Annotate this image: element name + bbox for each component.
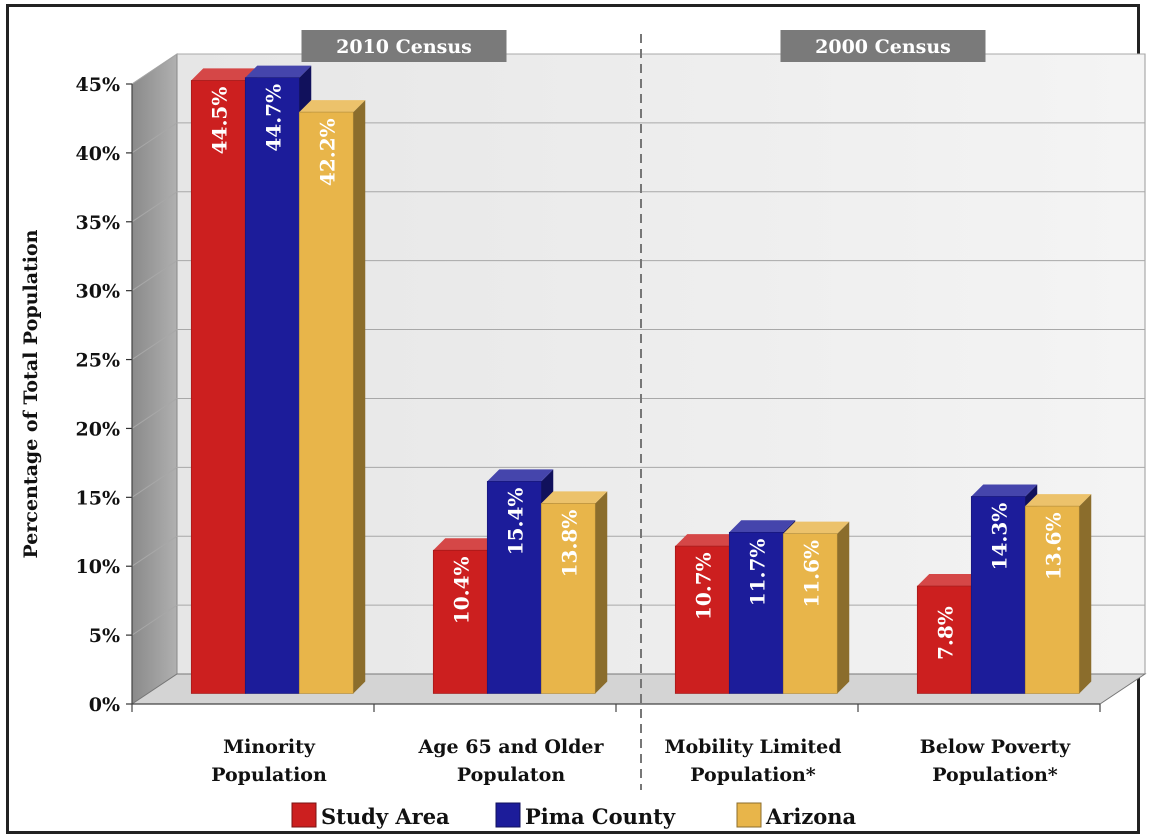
census-sections: 2010 Census 2000 Census bbox=[301, 30, 986, 790]
category-label: Population* bbox=[932, 764, 1058, 786]
y-tick-label: 40% bbox=[76, 143, 121, 165]
legend-swatch bbox=[495, 802, 521, 828]
y-tick-label: 0% bbox=[89, 694, 120, 716]
gridline-side bbox=[131, 535, 178, 567]
bar bbox=[486, 481, 542, 694]
bar bbox=[916, 585, 972, 694]
bar bbox=[970, 496, 1026, 694]
legend: Study Area Pima County Arizona bbox=[291, 802, 857, 829]
legend-swatch bbox=[291, 802, 317, 828]
category-label: Populaton bbox=[457, 764, 566, 786]
legend-swatch bbox=[736, 802, 762, 828]
data-label: 15.4% bbox=[503, 488, 527, 556]
bar bbox=[432, 549, 488, 694]
bar-side bbox=[837, 521, 850, 694]
gridline-side bbox=[131, 604, 178, 636]
category-label: Age 65 and Older bbox=[418, 736, 605, 758]
legend-label: Study Area bbox=[321, 804, 450, 829]
bar-top bbox=[487, 469, 554, 482]
bar bbox=[190, 80, 246, 694]
category-label: Population* bbox=[690, 764, 816, 786]
gridline-side bbox=[131, 122, 178, 154]
bar bbox=[782, 533, 838, 694]
bar-top bbox=[783, 521, 850, 534]
y-tick-label: 10% bbox=[76, 556, 121, 578]
census-label-box bbox=[780, 30, 986, 62]
category-label: Mobility Limited bbox=[664, 736, 841, 758]
data-label: 11.6% bbox=[799, 540, 823, 608]
gridline-side bbox=[131, 191, 178, 223]
side-wall bbox=[131, 53, 178, 705]
bar bbox=[244, 77, 300, 694]
bar-top bbox=[675, 534, 742, 547]
gridline-side bbox=[131, 398, 178, 429]
data-label: 10.4% bbox=[449, 556, 473, 624]
bar-top bbox=[917, 574, 984, 587]
bar bbox=[1024, 505, 1080, 694]
y-axis: 0% 5% 10% 15% 20% 25% 30% 35% 40% 45% Percentage o… bbox=[20, 74, 133, 716]
bar-top bbox=[971, 484, 1038, 497]
y-tick-label: 30% bbox=[76, 281, 121, 303]
data-label: 44.5% bbox=[207, 87, 231, 155]
bar-side bbox=[595, 491, 608, 694]
legend-label: Arizona bbox=[765, 804, 857, 829]
y-tick-label: 15% bbox=[76, 487, 121, 509]
bar bbox=[674, 545, 730, 694]
gridline-side bbox=[131, 329, 178, 360]
bar-top bbox=[245, 65, 312, 78]
legend-label: Pima County bbox=[525, 804, 676, 829]
data-label: 42.2% bbox=[315, 118, 339, 186]
bar-top bbox=[433, 538, 500, 551]
y-tick-label: 5% bbox=[89, 625, 120, 647]
bar-side bbox=[353, 100, 366, 694]
bar-top bbox=[729, 520, 796, 533]
data-label: 14.3% bbox=[987, 503, 1011, 571]
census-label-box bbox=[301, 30, 507, 62]
category-label: Minority bbox=[223, 736, 316, 758]
category-label: Below Poverty bbox=[920, 736, 1071, 758]
data-label: 11.7% bbox=[745, 539, 769, 607]
y-tick-label: 25% bbox=[76, 350, 121, 372]
bar-top bbox=[299, 100, 366, 113]
x-axis: Minority Population Age 65 and Older Popula… bbox=[131, 703, 1101, 786]
bar bbox=[728, 531, 784, 694]
gridline-side bbox=[131, 53, 178, 85]
y-tick-label: 45% bbox=[76, 74, 121, 96]
data-label: 13.6% bbox=[1041, 512, 1065, 580]
bar bbox=[298, 111, 354, 694]
category-label: Population bbox=[211, 764, 327, 786]
bar-top bbox=[541, 491, 608, 504]
census-label: 2010 Census bbox=[336, 36, 472, 58]
data-label: 10.7% bbox=[691, 552, 715, 620]
y-tick-label: 35% bbox=[76, 212, 121, 234]
bars: 44.5% 44.7% 42.2% 10.4% 15.4% 13.8% 10.7% 11.7%… bbox=[190, 65, 1092, 694]
y-tick-label: 20% bbox=[76, 418, 121, 440]
data-label: 44.7% bbox=[261, 84, 285, 152]
bar-top bbox=[1025, 494, 1092, 507]
census-label: 2000 Census bbox=[815, 36, 951, 58]
gridline-side bbox=[131, 466, 178, 498]
y-axis-title: Percentage of Total Population bbox=[20, 229, 42, 558]
bar-top bbox=[191, 68, 258, 81]
bar-side bbox=[1079, 494, 1092, 694]
data-label: 13.8% bbox=[557, 510, 581, 578]
data-label: 7.8% bbox=[933, 606, 957, 660]
bar bbox=[540, 503, 596, 694]
gridline-side bbox=[131, 260, 178, 292]
